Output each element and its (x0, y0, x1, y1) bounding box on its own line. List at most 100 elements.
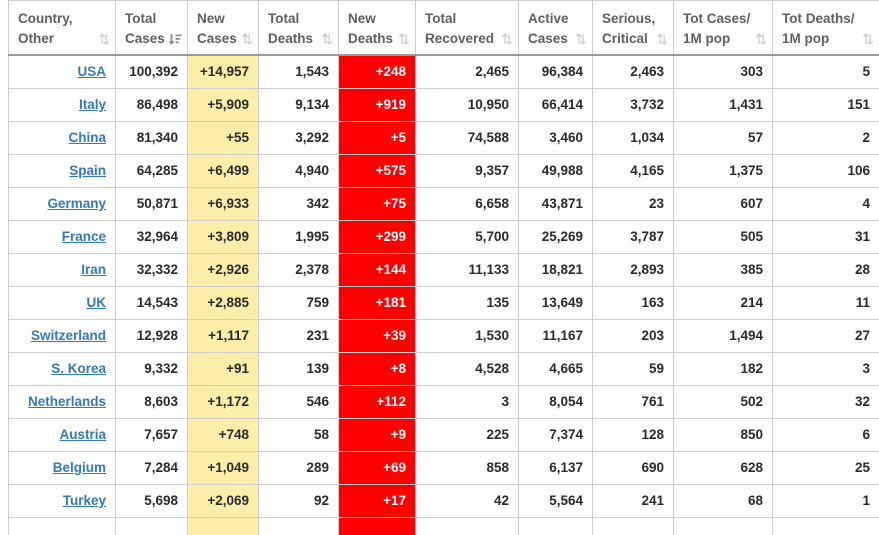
cell-partial (592, 516, 674, 535)
country-link[interactable]: S. Korea (51, 361, 106, 377)
column-header-serious_critical[interactable]: Serious, Critical ⇅ (592, 0, 674, 57)
cell-total-recovered: 74,588 (415, 120, 519, 155)
sort-both-icon: ⇅ (755, 30, 767, 47)
cell-total-cases: 5,698 (115, 483, 188, 518)
country-link[interactable]: Italy (78, 97, 106, 113)
cell-country: USA (8, 54, 116, 89)
cell-serious-critical: 241 (592, 483, 674, 518)
cell-new-deaths: +75 (338, 186, 416, 221)
cell-new-deaths: +8 (338, 351, 416, 386)
cell-cases-per-1m: 607 (673, 186, 773, 221)
cell-cases-per-1m: 1,375 (673, 153, 773, 188)
column-header-deaths_per_1m[interactable]: Tot Deaths/1M pop ⇅ (772, 0, 879, 57)
table-row: Spain 64,285 +6,499 4,940 +575 9,357 49,988 4,1… (8, 153, 879, 188)
table-row: China 81,340 +55 3,292 +5 74,588 3,460 1,034 57 2 (8, 120, 879, 155)
cell-total-recovered: 1,530 (415, 318, 519, 353)
country-link[interactable]: Turkey (62, 493, 106, 509)
column-header-label: Other (18, 30, 55, 46)
cell-new-cases: +1,117 (187, 318, 259, 353)
cell-total-cases: 64,285 (115, 153, 188, 188)
country-link[interactable]: Switzerland (30, 328, 106, 344)
cell-partial (187, 516, 259, 535)
column-header-new_deaths[interactable]: New Deaths ⇅ (338, 0, 416, 57)
country-link[interactable]: Spain (69, 163, 106, 179)
cell-country: Italy (8, 87, 116, 122)
table-row: Germany 50,871 +6,933 342 +75 6,658 43,871 23 60… (8, 186, 879, 221)
cell-cases-per-1m: 68 (673, 483, 773, 518)
table-row: Austria 7,657 +748 58 +9 225 7,374 128 850 6 (8, 417, 879, 452)
cell-total-recovered: 2,465 (415, 54, 519, 89)
column-header-cases_per_1m[interactable]: Tot Cases/1M pop ⇅ (673, 0, 773, 57)
cell-new-deaths: +248 (338, 54, 416, 89)
column-header-total_deaths[interactable]: Total Deaths ⇅ (258, 0, 339, 57)
column-header-new_cases[interactable]: New Cases ⇅ (187, 0, 259, 57)
cell-partial (518, 516, 593, 535)
column-header-label: Country, (18, 11, 73, 26)
cell-country: UK (8, 285, 116, 320)
cell-cases-per-1m: 214 (673, 285, 773, 320)
cell-deaths-per-1m: 28 (772, 252, 879, 287)
cell-cases-per-1m: 182 (673, 351, 773, 386)
column-header-total_cases[interactable]: Total Cases (115, 0, 188, 57)
cell-deaths-per-1m: 32 (772, 384, 879, 419)
column-header-country[interactable]: Country, Other ⇅ (8, 0, 116, 57)
covid-stats-table: Country, Other ⇅ Total Cases New Cases ⇅ Total De… (8, 0, 879, 535)
cell-serious-critical: 3,732 (592, 87, 674, 122)
sort-both-icon: ⇅ (862, 30, 874, 47)
country-link[interactable]: UK (86, 295, 107, 311)
cell-active-cases: 11,167 (518, 318, 593, 353)
cell-total-deaths: 231 (258, 318, 339, 353)
cell-cases-per-1m: 385 (673, 252, 773, 287)
cell-country: Spain (8, 153, 116, 188)
country-link[interactable]: China (68, 130, 106, 146)
cell-new-deaths: +17 (338, 483, 416, 518)
country-link[interactable]: Belgium (52, 460, 106, 476)
table-row: Switzerland 12,928 +1,117 231 +39 1,530 11,167… (8, 318, 879, 353)
sort-both-icon: ⇅ (398, 30, 410, 47)
column-header-label: Deaths (268, 30, 314, 46)
cell-active-cases: 3,460 (518, 120, 593, 155)
cell-active-cases: 43,871 (518, 186, 593, 221)
country-link[interactable]: Austria (59, 427, 106, 443)
column-header-total_recovered[interactable]: Total Recovered ⇅ (415, 0, 519, 57)
cell-total-deaths: 92 (258, 483, 339, 518)
cell-country: Switzerland (8, 318, 116, 353)
country-link[interactable]: Germany (47, 196, 106, 212)
cell-total-recovered: 135 (415, 285, 519, 320)
column-header-active_cases[interactable]: Active Cases ⇅ (518, 0, 593, 57)
country-link[interactable]: Netherlands (27, 394, 106, 410)
cell-total-deaths: 3,292 (258, 120, 339, 155)
cell-new-deaths: +39 (338, 318, 416, 353)
cell-deaths-per-1m: 25 (772, 450, 879, 485)
cell-total-cases: 14,543 (115, 285, 188, 320)
column-header-label: 1M pop (782, 30, 830, 46)
cell-cases-per-1m: 502 (673, 384, 773, 419)
table-row: Belgium 7,284 +1,049 289 +69 858 6,137 690 628 25 (8, 450, 879, 485)
column-header-label: Cases (197, 30, 237, 46)
cell-new-cases: +6,499 (187, 153, 259, 188)
cell-total-deaths: 58 (258, 417, 339, 452)
sort-both-icon: ⇅ (241, 30, 253, 47)
column-header-label: Total (125, 11, 157, 26)
cell-cases-per-1m: 628 (673, 450, 773, 485)
cell-serious-critical: 203 (592, 318, 674, 353)
cell-total-deaths: 759 (258, 285, 339, 320)
column-header-label: Tot Cases/ (683, 11, 751, 26)
country-link[interactable]: Iran (81, 262, 106, 278)
cell-partial (258, 516, 339, 535)
sort-descending-icon (168, 33, 182, 47)
cell-new-deaths: +181 (338, 285, 416, 320)
cell-active-cases: 7,374 (518, 417, 593, 452)
cell-active-cases: 13,649 (518, 285, 593, 320)
column-header-label: Total (268, 11, 300, 26)
cell-serious-critical: 2,463 (592, 54, 674, 89)
country-link[interactable]: USA (77, 64, 106, 80)
cell-total-deaths: 9,134 (258, 87, 339, 122)
cell-partial (772, 516, 879, 535)
cell-country: Austria (8, 417, 116, 452)
cell-total-cases: 81,340 (115, 120, 188, 155)
cell-total-recovered: 10,950 (415, 87, 519, 122)
country-link[interactable]: France (61, 229, 106, 245)
cell-cases-per-1m: 850 (673, 417, 773, 452)
